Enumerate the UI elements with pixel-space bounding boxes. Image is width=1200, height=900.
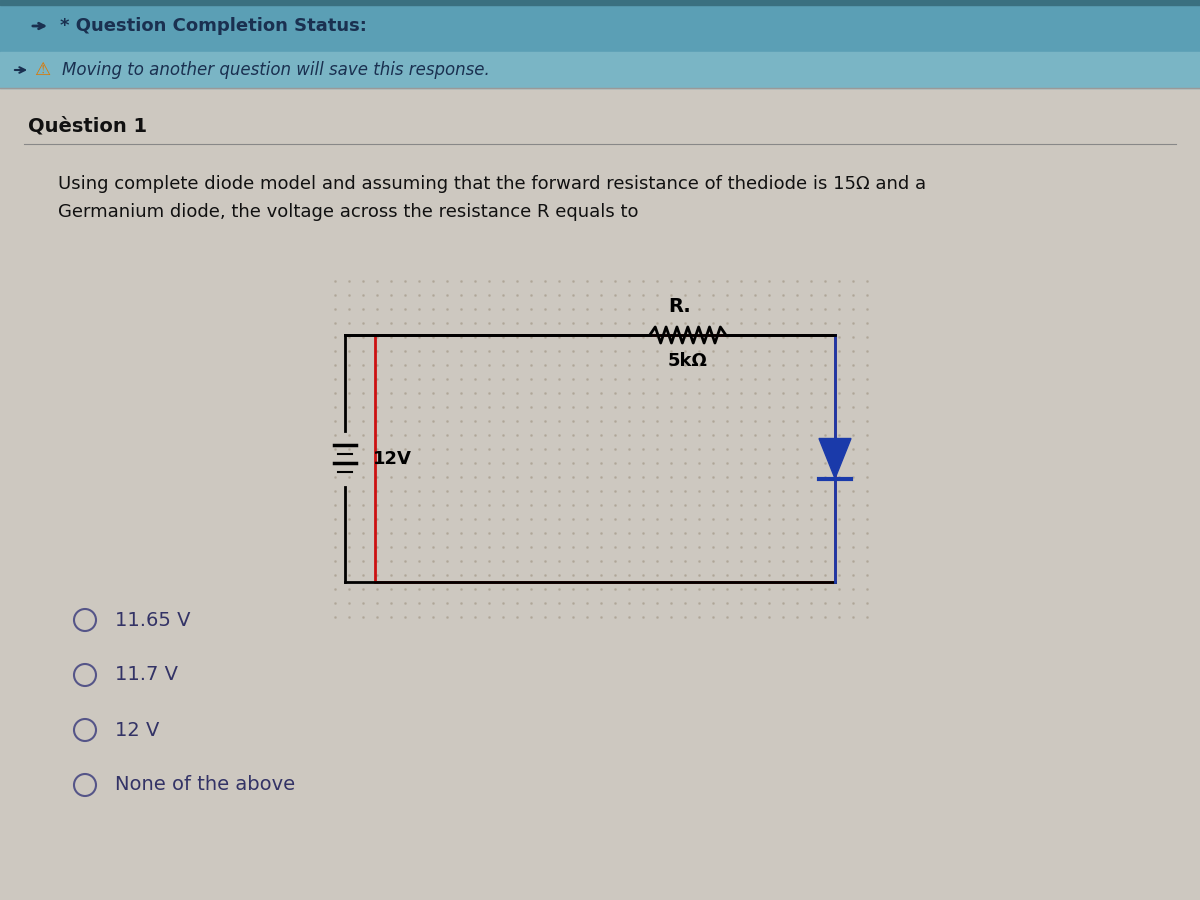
Text: 12V: 12V xyxy=(373,449,412,467)
Text: 11.65 V: 11.65 V xyxy=(115,610,191,629)
Text: 12 V: 12 V xyxy=(115,721,160,740)
Bar xyxy=(0,52,1200,88)
Text: R.: R. xyxy=(668,298,691,317)
Bar xyxy=(0,0,1200,52)
Text: Moving to another question will save this response.: Moving to another question will save thi… xyxy=(62,61,490,79)
Text: None of the above: None of the above xyxy=(115,776,295,795)
Text: Germanium diode, the voltage across the resistance R equals to: Germanium diode, the voltage across the … xyxy=(58,203,638,221)
Bar xyxy=(0,0,1200,5)
Text: Using complete diode model and assuming that the forward resistance of thediode : Using complete diode model and assuming … xyxy=(58,175,926,193)
Text: ⚠: ⚠ xyxy=(34,61,50,79)
Bar xyxy=(374,335,835,582)
Text: Quèstion 1: Quèstion 1 xyxy=(28,116,148,136)
Text: 11.7 V: 11.7 V xyxy=(115,665,178,685)
Text: * Question Completion Status:: * Question Completion Status: xyxy=(60,17,367,35)
Polygon shape xyxy=(818,438,851,479)
Text: 5kΩ: 5kΩ xyxy=(668,352,708,370)
